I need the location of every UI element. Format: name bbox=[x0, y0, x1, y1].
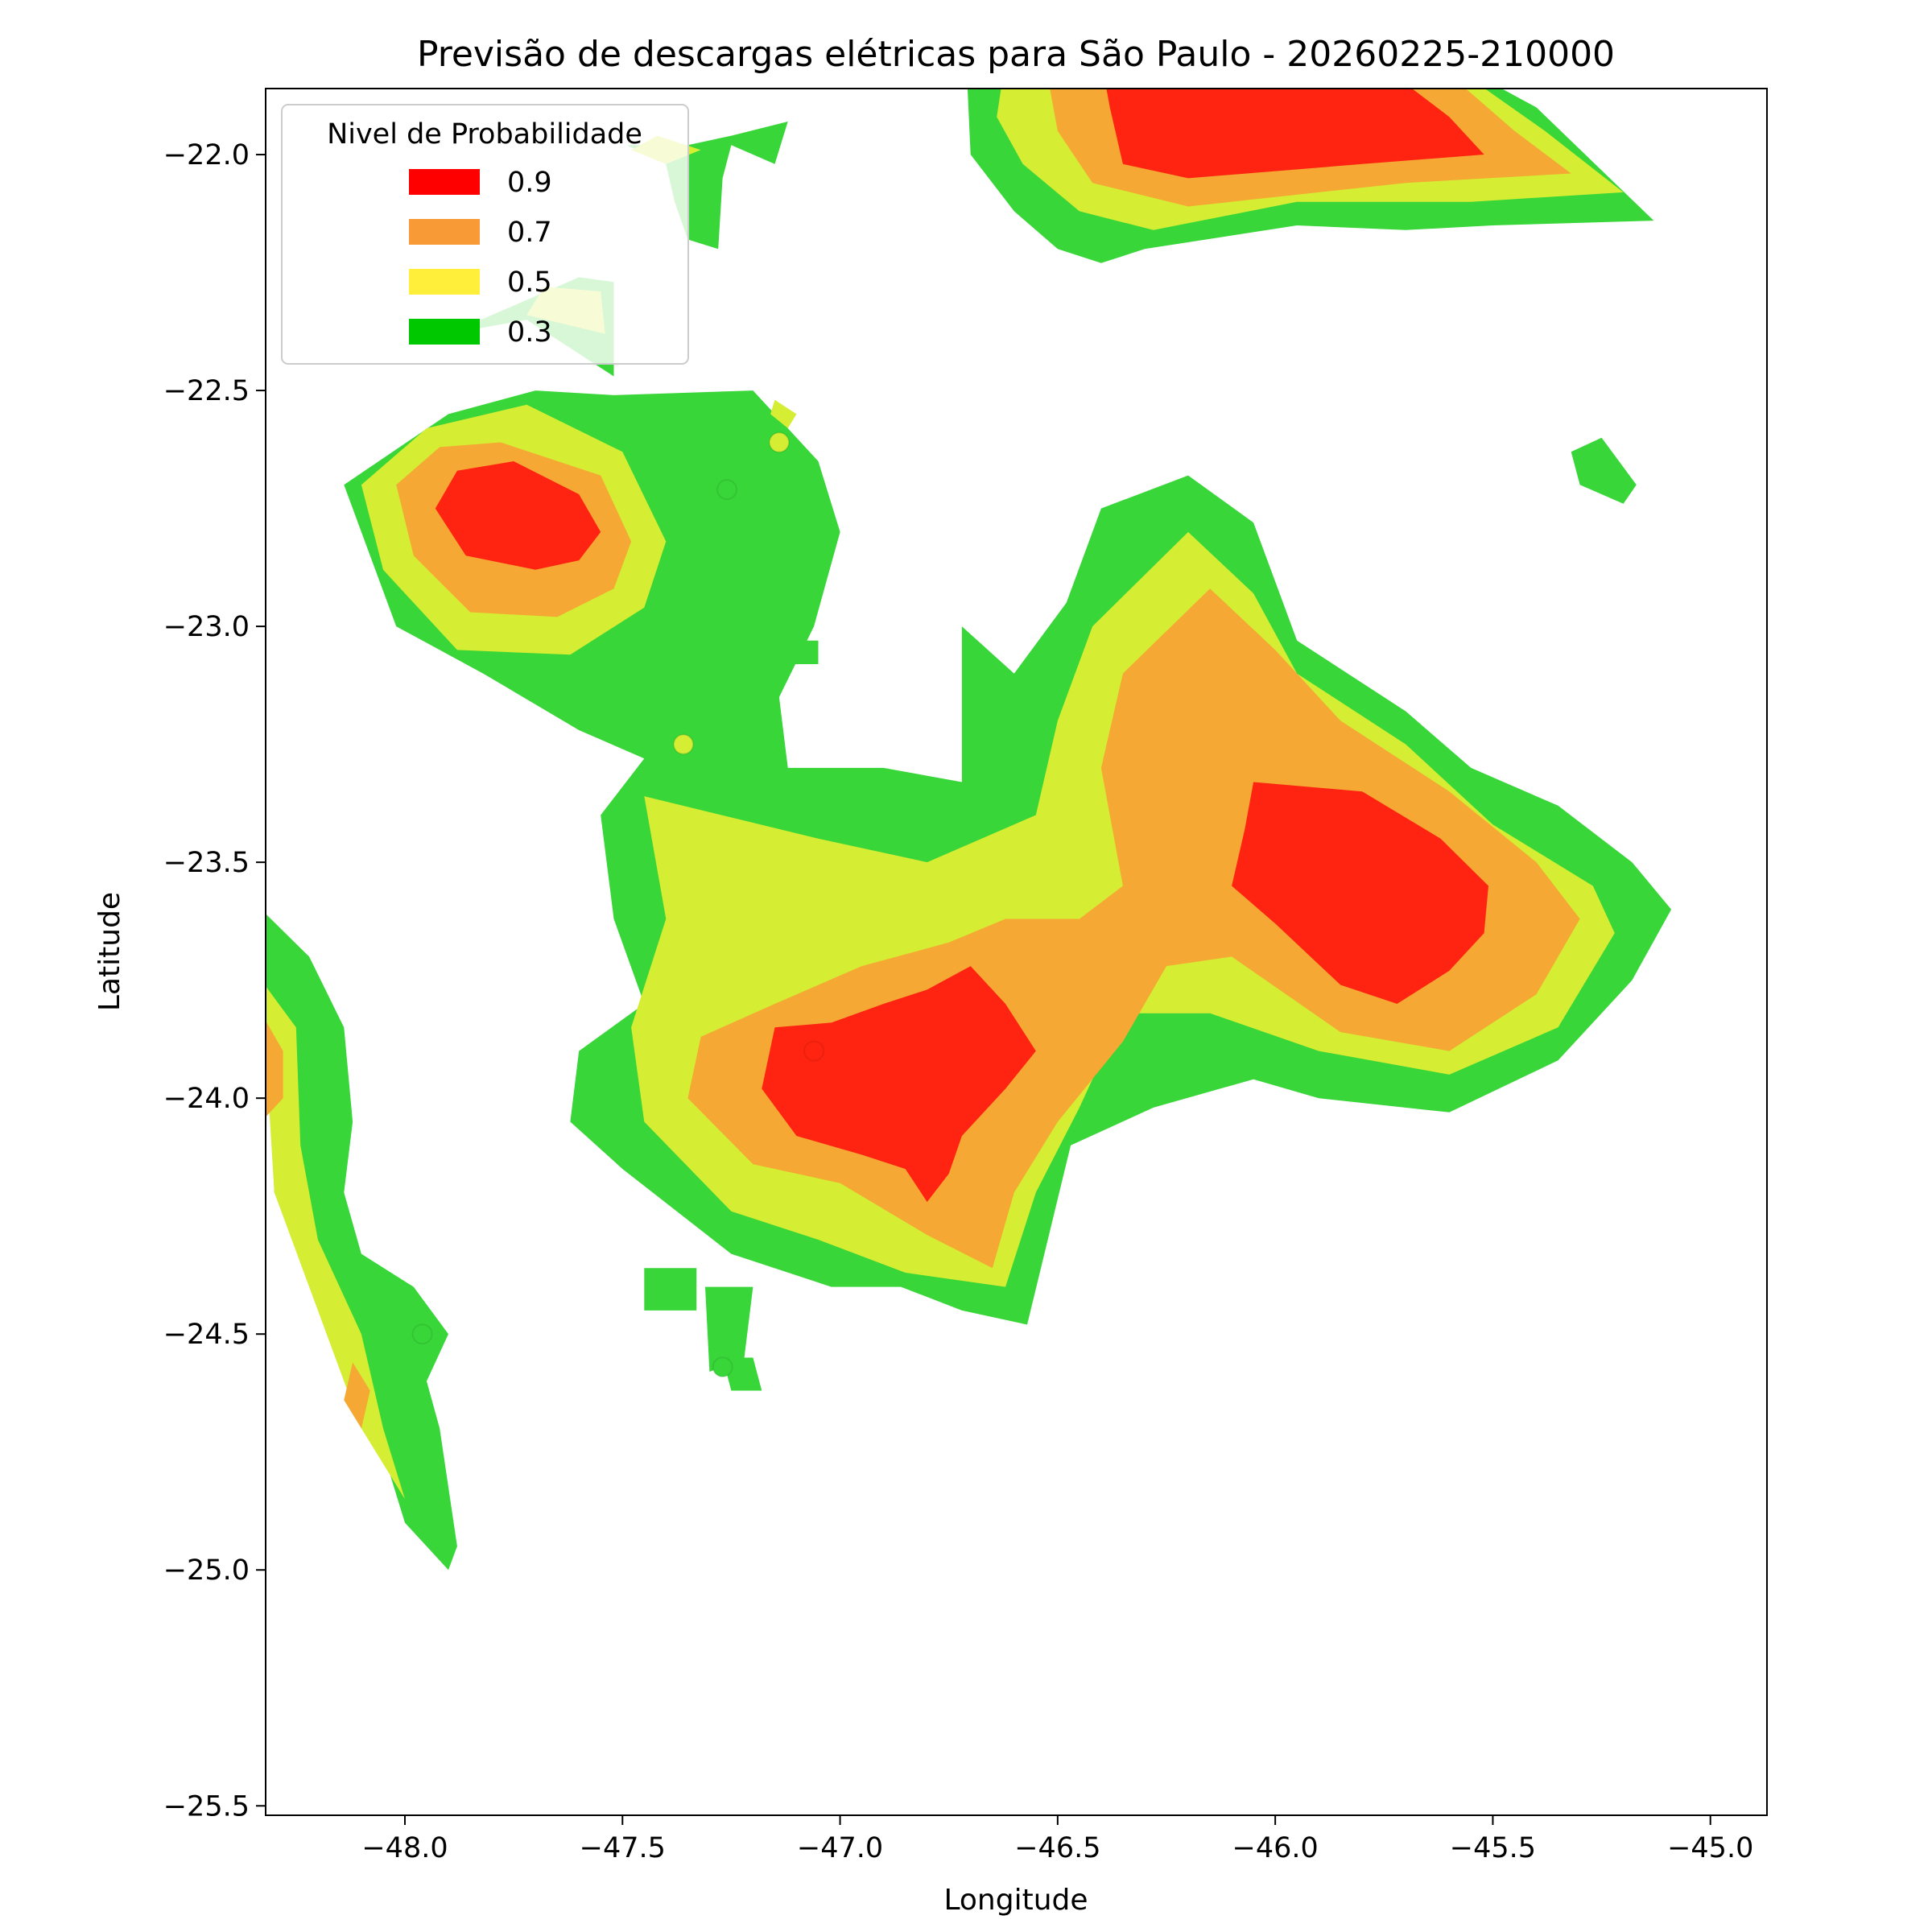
chart-title: Previsão de descargas elétricas para São… bbox=[417, 34, 1615, 75]
plot-frame bbox=[265, 88, 1768, 1816]
marker-point-2 bbox=[672, 733, 694, 755]
x-axis-label: Longitude bbox=[943, 1884, 1088, 1917]
region-level-09-6 bbox=[762, 966, 1036, 1203]
region-level-07-18 bbox=[266, 1021, 283, 1117]
marker-point-5 bbox=[712, 1356, 733, 1378]
probability-points bbox=[411, 431, 825, 1378]
legend: Nivel de Probabilidade 0.9 0.7 0.5 0.3 bbox=[281, 104, 689, 365]
region-level-03-22 bbox=[722, 1357, 762, 1391]
x-tick-label: −45.0 bbox=[1667, 1832, 1753, 1864]
marker-point-1 bbox=[716, 479, 738, 501]
region-level-05-17 bbox=[266, 986, 405, 1500]
legend-box bbox=[281, 104, 689, 365]
y-tick-label: −22.0 bbox=[163, 139, 250, 171]
x-tick-label: −48.0 bbox=[361, 1832, 448, 1864]
x-tick-label: −47.5 bbox=[580, 1832, 666, 1864]
legend-label: 0.7 bbox=[507, 217, 552, 249]
legend-swatch bbox=[409, 319, 480, 345]
legend-label: 0.9 bbox=[507, 167, 552, 199]
region-level-03-24 bbox=[774, 640, 819, 664]
region-level-09-3 bbox=[435, 461, 601, 570]
y-tick-label: −25.0 bbox=[163, 1554, 250, 1587]
probability-regions bbox=[266, 89, 1672, 1571]
region-level-03-21 bbox=[705, 1286, 753, 1373]
region-level-05-25 bbox=[770, 399, 797, 428]
region-level-09-11 bbox=[1106, 89, 1484, 179]
marker-point-3 bbox=[803, 1040, 825, 1062]
marker-point-0 bbox=[768, 431, 790, 453]
legend-swatch bbox=[409, 219, 480, 245]
y-axis-ticks: −22.0 −22.5 −23.0 −23.5 −24.0 −24.5 −25.0 −25.5 bbox=[163, 139, 266, 1823]
y-tick-label: −25.5 bbox=[163, 1790, 250, 1823]
legend-label: 0.3 bbox=[507, 316, 552, 349]
y-tick-label: −24.0 bbox=[163, 1083, 250, 1115]
legend-title: Nivel de Probabilidade bbox=[327, 118, 642, 151]
y-tick-label: −24.5 bbox=[163, 1319, 250, 1351]
marker-point-4 bbox=[411, 1323, 433, 1345]
legend-label: 0.5 bbox=[507, 266, 552, 299]
y-tick-label: −22.5 bbox=[163, 375, 250, 407]
y-tick-label: −23.0 bbox=[163, 611, 250, 643]
region-level-03-16 bbox=[266, 914, 457, 1571]
y-axis-label: Latitude bbox=[93, 892, 126, 1011]
x-tick-label: −46.0 bbox=[1232, 1832, 1319, 1864]
x-tick-label: −47.0 bbox=[797, 1832, 883, 1864]
region-level-03-23 bbox=[1571, 437, 1637, 504]
x-tick-label: −46.5 bbox=[1014, 1832, 1100, 1864]
region-level-09-7 bbox=[1232, 782, 1488, 1004]
x-tick-label: −45.5 bbox=[1450, 1832, 1536, 1864]
region-level-07-19 bbox=[344, 1362, 370, 1429]
legend-swatch bbox=[409, 169, 480, 195]
y-tick-label: −23.5 bbox=[163, 847, 250, 879]
legend-entries: 0.9 0.7 0.5 0.3 bbox=[409, 167, 552, 349]
legend-swatch bbox=[409, 269, 480, 295]
region-level-03-20 bbox=[644, 1268, 697, 1311]
x-axis-ticks: −48.0 −47.5 −47.0 −46.5 −46.0 −45.5 −45.0 bbox=[361, 1815, 1753, 1864]
